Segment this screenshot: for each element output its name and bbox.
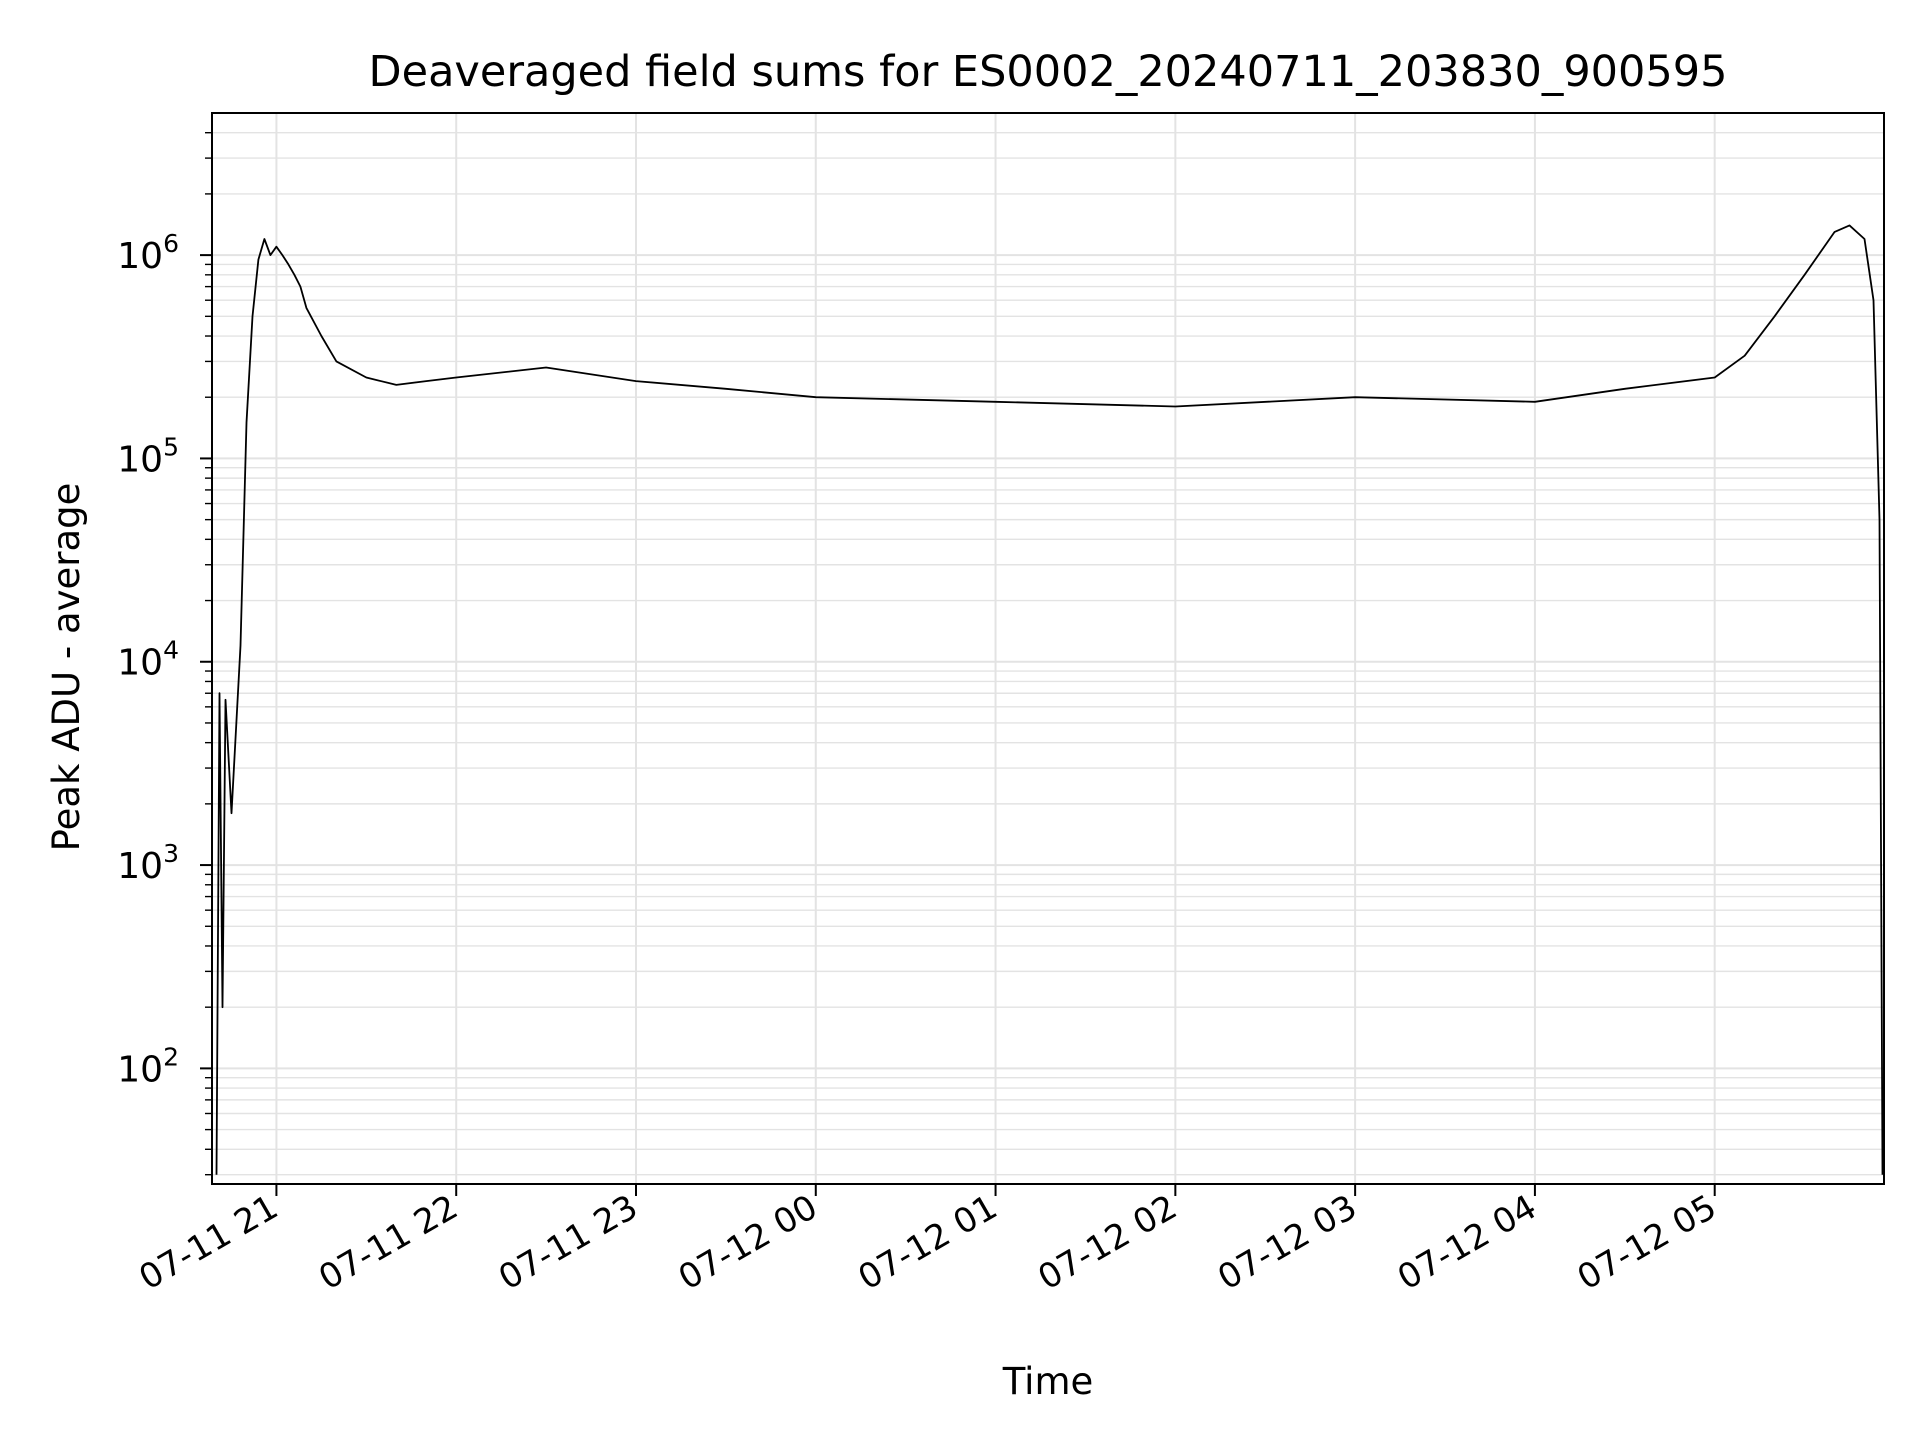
- x-tick-label: 07-12 05: [1571, 1187, 1723, 1298]
- axis-ticks: 07-11 21 07-11 22 07-11 23 07-12 00 07-12 01…: [117, 132, 1723, 1298]
- y-tick-label: 104: [117, 636, 179, 684]
- x-tick-label: 07-12 00: [672, 1187, 824, 1298]
- grid: [212, 113, 1884, 1184]
- y-axis-label: Peak ADU - average: [45, 483, 88, 852]
- series-line: [215, 224, 1884, 1175]
- x-tick-label: 07-11 23: [492, 1187, 644, 1298]
- x-axis-label: Time: [1002, 1360, 1094, 1403]
- x-tick-label: 07-11 21: [133, 1187, 285, 1298]
- y-tick-label: 102: [117, 1042, 179, 1090]
- x-tick-label: 07-11 22: [312, 1187, 464, 1298]
- x-tick-label: 07-12 04: [1391, 1187, 1543, 1298]
- x-tick-label: 07-12 02: [1031, 1187, 1183, 1298]
- y-tick-label: 103: [117, 839, 179, 887]
- chart-title: Deaveraged field sums for ES0002_2024071…: [369, 47, 1728, 97]
- plot-frame: [211, 112, 1885, 1185]
- data-series: [215, 224, 1884, 1175]
- x-tick-label: 07-12 03: [1211, 1187, 1363, 1298]
- y-tick-label: 105: [117, 432, 179, 480]
- x-tick-label: 07-12 01: [852, 1187, 1004, 1298]
- y-tick-label: 106: [117, 229, 179, 277]
